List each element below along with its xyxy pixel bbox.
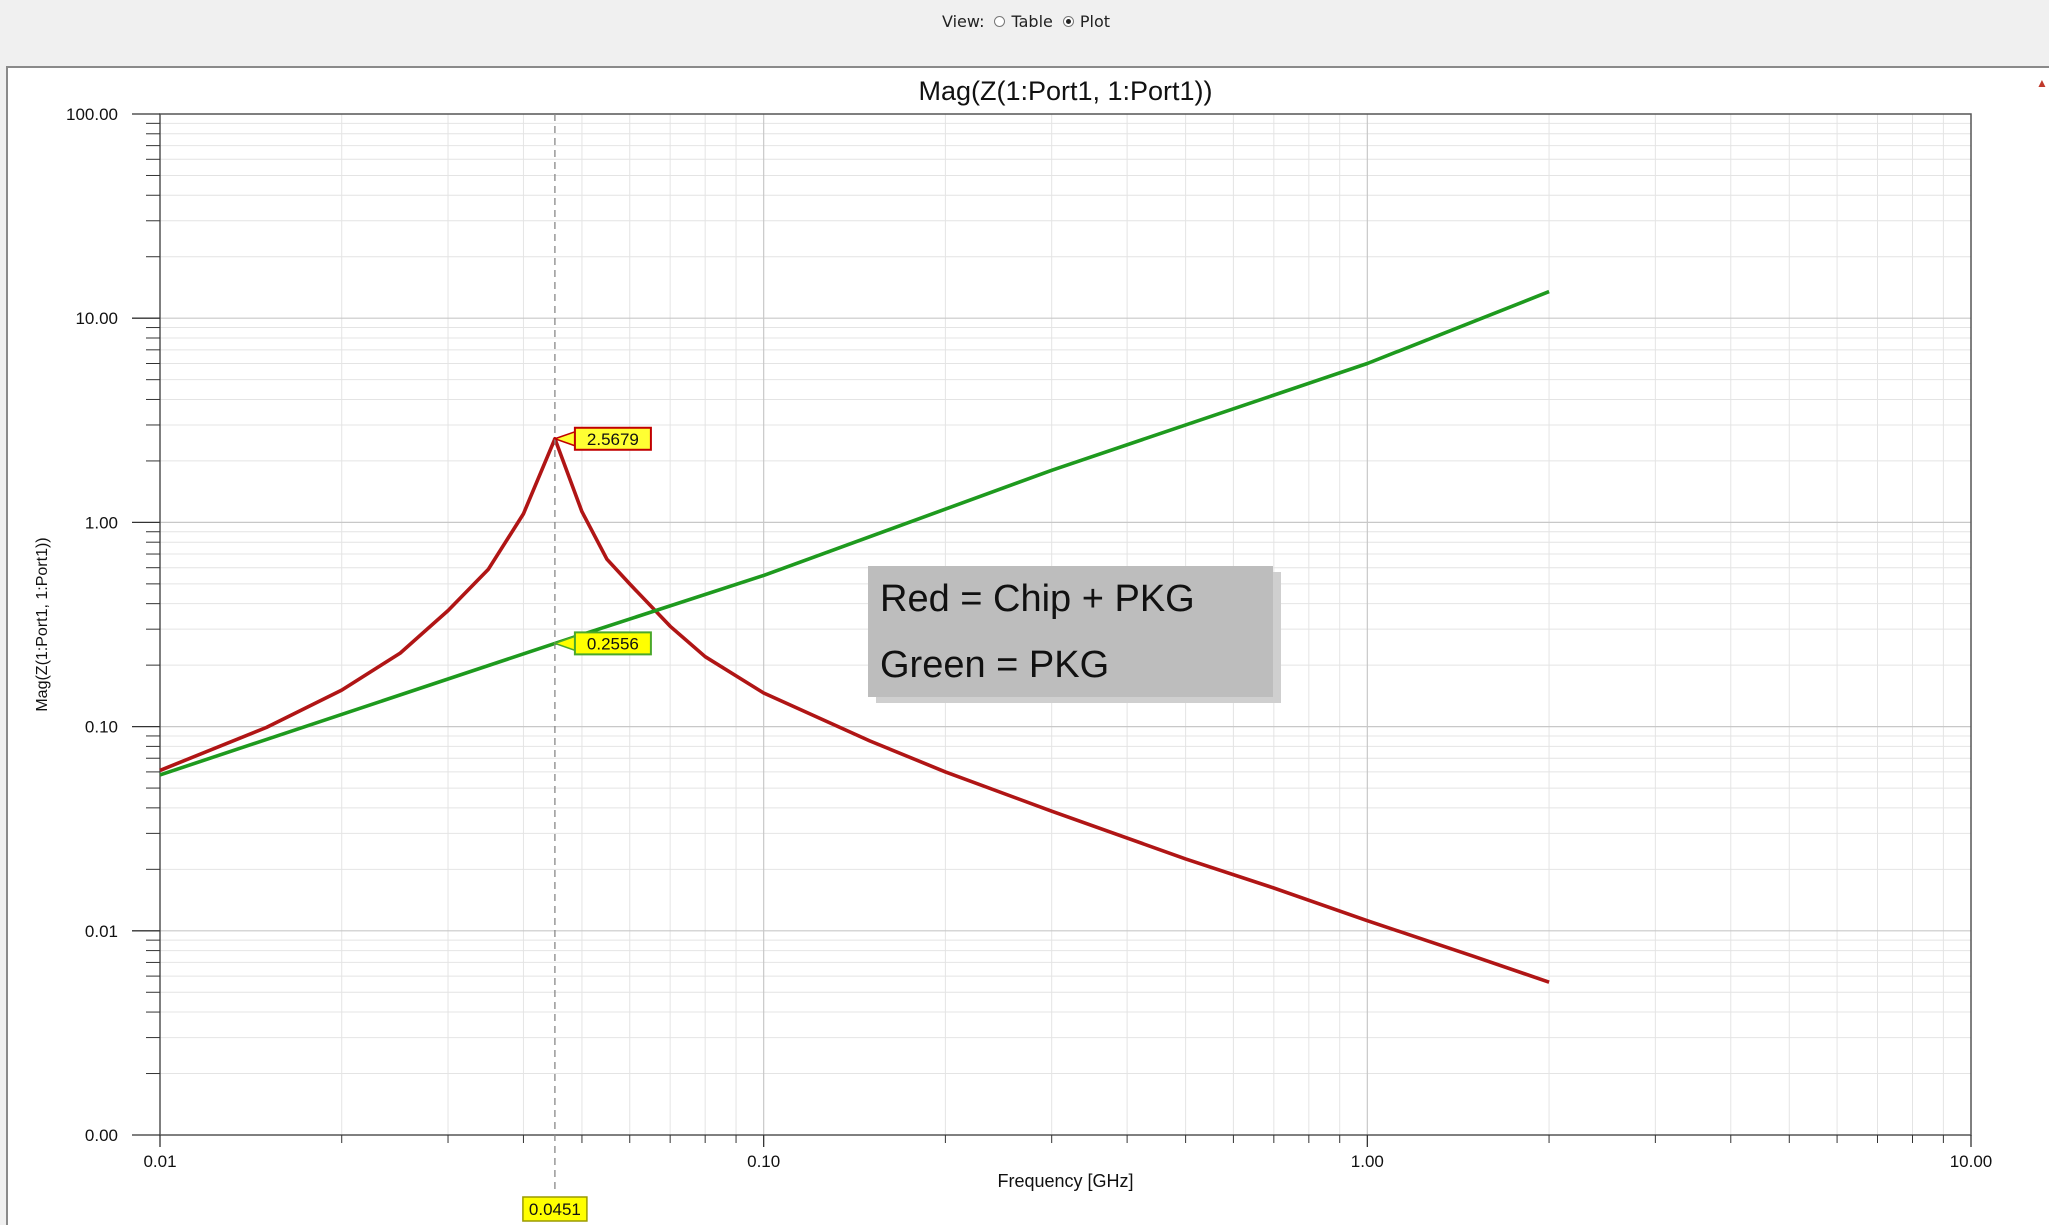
annotation-line-green: Green = PKG [880, 644, 1110, 686]
x-axis-label: Frequency [GHz] [997, 1171, 1133, 1191]
corner-marker-icon: ▲ [2036, 76, 2048, 90]
y-tick-label: 1.00 [85, 513, 118, 532]
cursor-value-label: 0.0451 [529, 1200, 581, 1219]
axis-ticks [132, 113, 1972, 1147]
marker-layer: 2.5679 0.2556 0.0451 [522, 426, 652, 1222]
view-label: View: [942, 11, 985, 31]
cursor-value-box[interactable] [522, 1196, 588, 1222]
annotation-note[interactable]: Red = Chip + PKG Green = PKG [868, 566, 1273, 697]
y-tick-label: 10.00 [75, 309, 118, 328]
tick-labels: 0.01 0.10 1.00 10.00 0.00 0.01 0.10 1.00 10.00 10… [66, 105, 1992, 1171]
annotation-line-red: Red = Chip + PKG [880, 578, 1195, 620]
x-tick-label: 0.01 [143, 1152, 176, 1171]
series-line-green[interactable] [159, 289, 1550, 777]
marker-box[interactable] [573, 631, 652, 656]
major-grid [160, 114, 1971, 1135]
x-tick-label: 10.00 [1950, 1152, 1993, 1171]
radio-unselected-icon[interactable] [994, 15, 1006, 27]
marker-value-label: 2.5679 [587, 430, 639, 449]
y-tick-label: 0.10 [85, 718, 118, 737]
plot-border [159, 113, 1972, 1136]
radio-selected-icon[interactable] [1062, 15, 1074, 27]
series-layer [159, 289, 1550, 984]
y-tick-label: 0.00 [85, 1126, 118, 1145]
view-option-plot[interactable]: Plot [1062, 11, 1111, 31]
series-line-red[interactable] [159, 437, 1550, 984]
y-tick-label: 0.01 [85, 922, 118, 941]
view-selector: View: Table Plot [942, 8, 1110, 34]
view-option-table[interactable]: Table [994, 11, 1053, 31]
toolbar: View: Table Plot [0, 0, 2049, 62]
marker-box[interactable] [573, 426, 652, 451]
chart-title: Mag(Z(1:Port1, 1:Port1)) [918, 76, 1212, 106]
marker-value-label: 0.2556 [587, 634, 639, 653]
y-tick-label: 100.00 [66, 105, 118, 124]
view-option-table-label: Table [1011, 11, 1053, 31]
view-option-plot-label: Plot [1079, 11, 1111, 31]
x-tick-label: 0.10 [747, 1152, 780, 1171]
y-axis-label: Mag(Z(1:Port1, 1:Port1)) [34, 537, 51, 711]
x-tick-label: 1.00 [1351, 1152, 1384, 1171]
